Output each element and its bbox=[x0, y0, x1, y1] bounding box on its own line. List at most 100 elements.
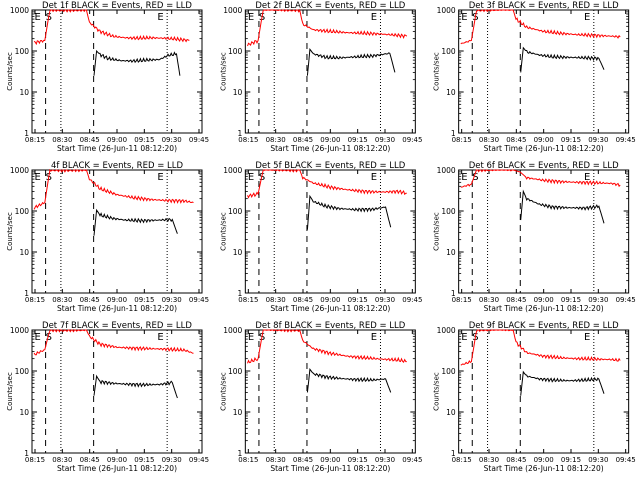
event-marker-e: E bbox=[371, 332, 377, 343]
y-axis-label: Counts/sec bbox=[219, 52, 227, 91]
event-marker-e: E bbox=[584, 172, 590, 183]
x-tick-label: 09:30 bbox=[375, 456, 395, 464]
y-tick-label: 100 bbox=[228, 367, 243, 376]
y-tick-label: 100 bbox=[228, 47, 243, 56]
y-tick-label: 10 bbox=[446, 88, 456, 97]
x-tick-label: 09:15 bbox=[561, 136, 581, 144]
y-tick-label: 10 bbox=[446, 408, 456, 417]
event-marker-e: E bbox=[584, 332, 590, 343]
plot-frame bbox=[31, 329, 203, 454]
x-axis-label: Start Time (26-Jun-11 08:12:20) bbox=[484, 144, 604, 153]
series-events-line bbox=[93, 49, 181, 76]
y-axis-label: Counts/sec bbox=[219, 372, 227, 411]
y-axis-label: Counts/sec bbox=[433, 212, 441, 251]
x-tick-label: 09:30 bbox=[588, 456, 608, 464]
series-lld-line bbox=[247, 8, 408, 47]
chart-panel-7: Det 7f BLACK = Events, RED = LLD 1 10 100 10… bbox=[6, 321, 209, 473]
y-tick-label: 100 bbox=[15, 367, 30, 376]
chart-panel-1: Det 1f BLACK = Events, RED = LLD 1 10 100 10… bbox=[6, 1, 209, 153]
chart-panel-5: Det 5f BLACK = Events, RED = LLD 1 10 100 10… bbox=[219, 161, 422, 313]
y-tick-label: 1000 bbox=[223, 6, 242, 15]
x-tick-label: 09:00 bbox=[320, 296, 340, 304]
y-tick-label: 100 bbox=[441, 47, 456, 56]
x-tick-label: 08:30 bbox=[52, 136, 72, 144]
chart-panel-4: 4f BLACK = Events, RED = LLD 1 10 100 1000 Co… bbox=[6, 161, 209, 313]
series-lld-line bbox=[33, 329, 194, 356]
y-tick-label: 1 bbox=[238, 449, 243, 458]
y-axis-label: Counts/sec bbox=[6, 212, 14, 251]
y-tick-label: 1 bbox=[24, 129, 29, 138]
x-tick-label: 08:45 bbox=[293, 456, 313, 464]
chart-panel-9: Det 9f BLACK = Events, RED = LLD 1 10 100 10… bbox=[433, 321, 636, 473]
series-lld-line bbox=[247, 169, 407, 199]
y-tick-label: 1000 bbox=[223, 166, 242, 175]
x-tick-label: 09:00 bbox=[320, 136, 340, 144]
y-tick-label: 100 bbox=[441, 207, 456, 216]
series-events-line bbox=[93, 374, 178, 399]
x-tick-label: 08:15 bbox=[452, 136, 472, 144]
x-tick-label: 09:00 bbox=[320, 456, 340, 464]
event-marker-s: S bbox=[259, 172, 265, 183]
x-tick-label: 08:15 bbox=[238, 136, 258, 144]
event-marker-e: E bbox=[35, 12, 41, 23]
y-tick-label: 1 bbox=[451, 449, 456, 458]
series-lld-line bbox=[460, 169, 621, 188]
x-axis-label: Start Time (26-Jun-11 08:12:20) bbox=[57, 464, 177, 473]
x-axis-label: Start Time (26-Jun-11 08:12:20) bbox=[270, 304, 390, 313]
chart-title: Det 7f BLACK = Events, RED = LLD bbox=[42, 321, 192, 331]
x-axis-label: Start Time (26-Jun-11 08:12:20) bbox=[484, 304, 604, 313]
y-tick-label: 10 bbox=[19, 88, 29, 97]
y-tick-label: 1 bbox=[238, 129, 243, 138]
x-tick-label: 09:45 bbox=[616, 456, 636, 464]
x-tick-label: 09:00 bbox=[107, 296, 127, 304]
x-tick-label: 08:15 bbox=[452, 456, 472, 464]
series-events-line bbox=[93, 208, 178, 236]
y-axis-label: Counts/sec bbox=[6, 52, 14, 91]
event-marker-e: E bbox=[371, 172, 377, 183]
chart-title: Det 8f BLACK = Events, RED = LLD bbox=[255, 321, 405, 331]
x-axis-label: Start Time (26-Jun-11 08:12:20) bbox=[57, 144, 177, 153]
x-tick-label: 08:45 bbox=[80, 296, 100, 304]
x-tick-label: 09:00 bbox=[534, 136, 554, 144]
event-marker-e: E bbox=[461, 172, 467, 183]
event-marker-e: E bbox=[371, 12, 377, 23]
x-tick-label: 09:30 bbox=[162, 136, 182, 144]
event-marker-e: E bbox=[35, 332, 41, 343]
x-tick-label: 08:30 bbox=[479, 456, 499, 464]
y-tick-label: 100 bbox=[441, 367, 456, 376]
chart-title: 4f BLACK = Events, RED = LLD bbox=[51, 161, 184, 171]
event-marker-e: E bbox=[157, 172, 163, 183]
series-lld-line bbox=[33, 9, 190, 46]
x-tick-label: 09:15 bbox=[561, 296, 581, 304]
y-tick-label: 1000 bbox=[10, 166, 29, 175]
x-tick-label: 09:30 bbox=[588, 296, 608, 304]
event-marker-e: E bbox=[461, 12, 467, 23]
x-tick-label: 08:30 bbox=[479, 296, 499, 304]
x-tick-label: 09:00 bbox=[534, 456, 554, 464]
chart-panel-2: Det 2f BLACK = Events, RED = LLD 1 10 100 10… bbox=[219, 1, 422, 153]
x-tick-label: 08:45 bbox=[293, 296, 313, 304]
series-lld-line bbox=[460, 9, 621, 45]
y-tick-label: 1 bbox=[451, 289, 456, 298]
event-marker-e: E bbox=[35, 172, 41, 183]
x-axis-label: Start Time (26-Jun-11 08:12:20) bbox=[270, 464, 390, 473]
x-tick-label: 09:30 bbox=[162, 296, 182, 304]
series-lld-line bbox=[460, 329, 621, 366]
x-tick-label: 09:00 bbox=[107, 456, 127, 464]
series-events-line bbox=[306, 194, 392, 230]
chart-panel-3: Det 3f BLACK = Events, RED = LLD 1 10 100 10… bbox=[433, 1, 636, 153]
x-tick-label: 09:45 bbox=[402, 296, 422, 304]
x-tick-label: 08:45 bbox=[506, 136, 526, 144]
x-tick-label: 08:45 bbox=[506, 296, 526, 304]
x-tick-label: 09:15 bbox=[348, 296, 368, 304]
x-tick-label: 09:15 bbox=[134, 296, 154, 304]
x-tick-label: 08:30 bbox=[266, 296, 286, 304]
x-tick-label: 09:30 bbox=[162, 456, 182, 464]
x-tick-label: 09:00 bbox=[107, 136, 127, 144]
chart-title: Det 3f BLACK = Events, RED = LLD bbox=[469, 1, 619, 11]
x-tick-label: 09:00 bbox=[534, 296, 554, 304]
chart-title: Det 9f BLACK = Events, RED = LLD bbox=[469, 321, 619, 331]
y-tick-label: 1000 bbox=[437, 6, 456, 15]
x-tick-label: 08:30 bbox=[266, 136, 286, 144]
event-marker-e: E bbox=[157, 332, 163, 343]
